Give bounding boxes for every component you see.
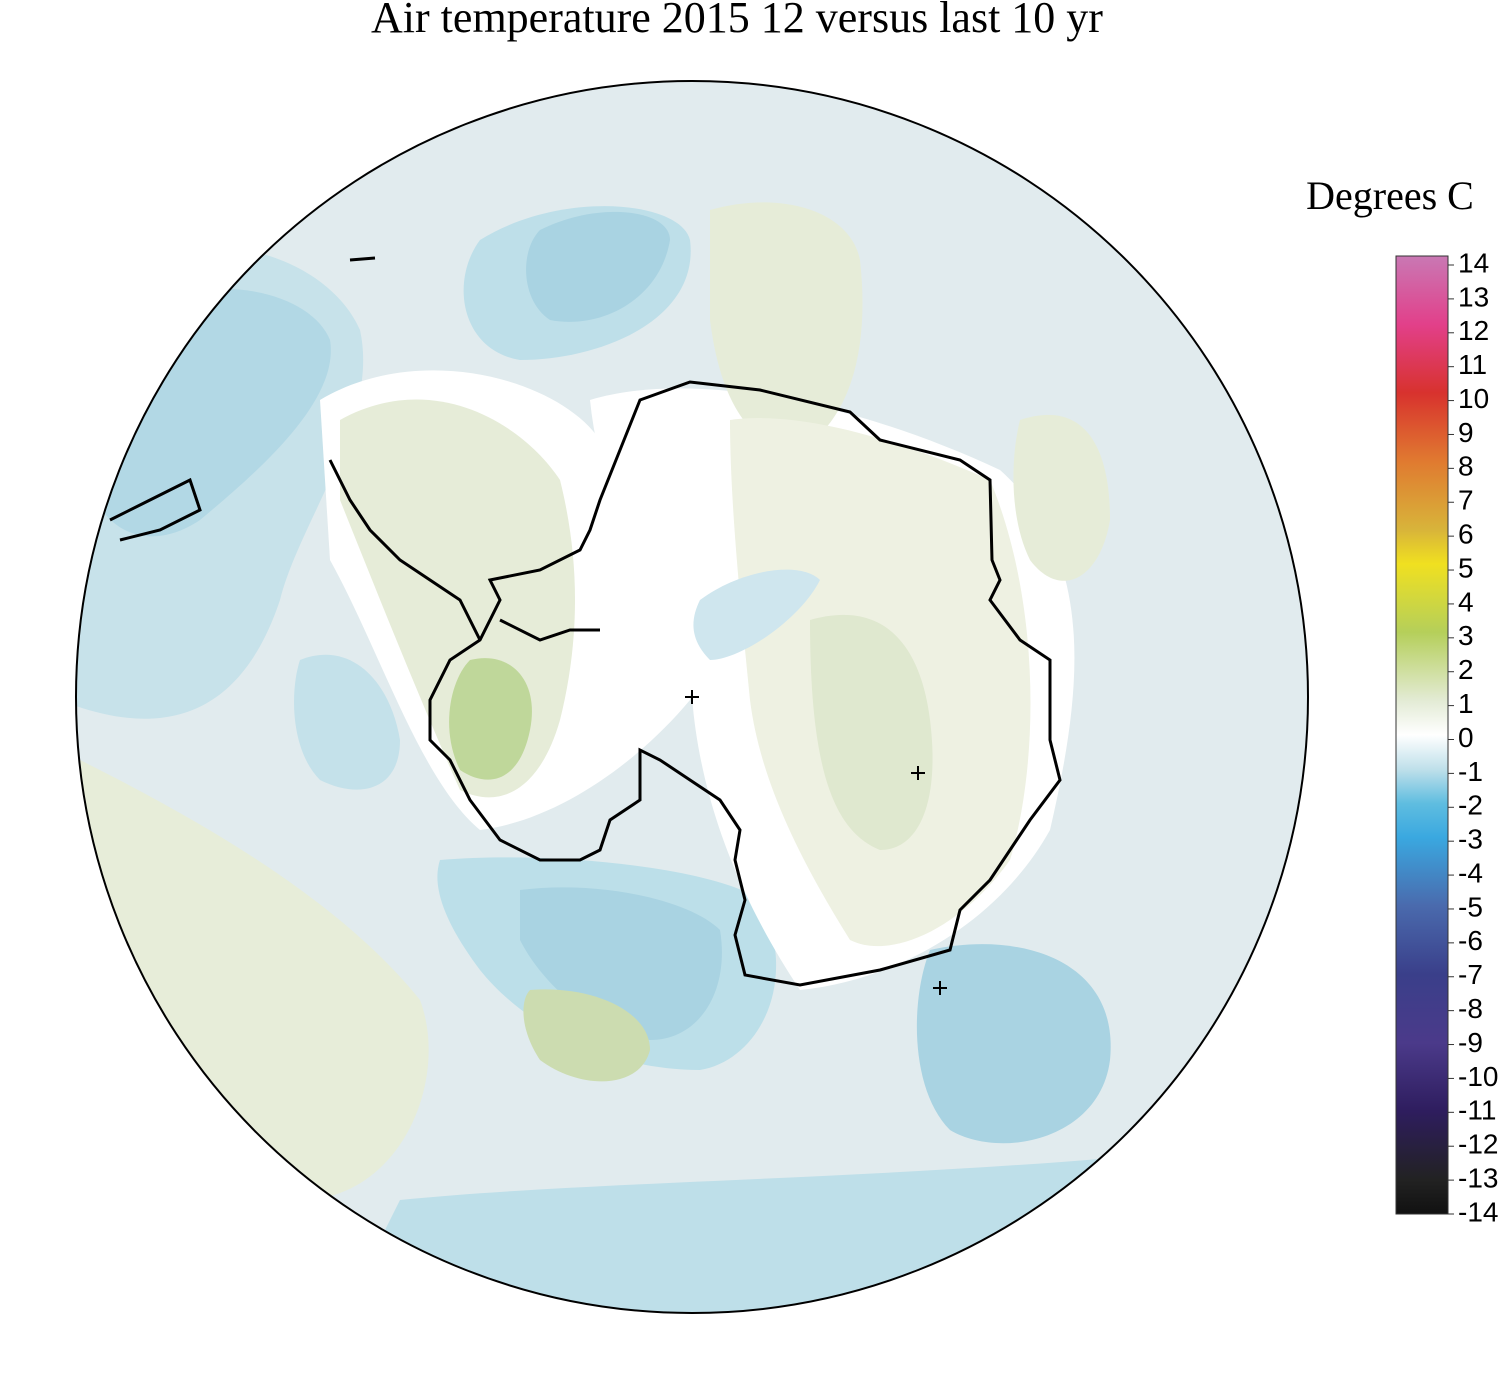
colorbar-tick-label: 11	[1458, 349, 1487, 380]
colorbar-tick-label: -10	[1458, 1061, 1498, 1092]
markers	[685, 690, 947, 995]
colorbar-tick-label: -4	[1458, 857, 1483, 888]
colorbar-tick-label: 7	[1458, 485, 1474, 516]
colorbar-tick-label: 6	[1458, 519, 1474, 550]
colorbar-tick-label: 4	[1458, 586, 1474, 617]
colorbar-tick-label: 12	[1458, 315, 1489, 346]
colorbar-tick-label: -7	[1458, 959, 1483, 990]
colorbar-tick-label: -1	[1458, 756, 1483, 787]
colorbar-tick-label: -6	[1458, 925, 1483, 956]
colorbar-tick-label: -12	[1458, 1129, 1498, 1160]
colorbar-tick-label: 8	[1458, 451, 1474, 482]
colorbar: 14131211109876543210-1-2-3-4-5-6-7-8-9-1…	[1395, 247, 1498, 1227]
legend-title: Degrees C	[1306, 173, 1474, 218]
colorbar-bar	[1395, 255, 1449, 1215]
colorbar-tick-label: 2	[1458, 654, 1474, 685]
coastline	[109, 256, 1062, 987]
colorbar-tick-label: -2	[1458, 790, 1483, 821]
colorbar-tick-label: -11	[1458, 1095, 1496, 1126]
colorbar-tick-label: 1	[1458, 688, 1474, 719]
colorbar-tick-label: 10	[1458, 383, 1489, 414]
colorbar-tick-label: 14	[1458, 247, 1489, 278]
anomaly-field	[76, 81, 1308, 1313]
colorbar-tick-label: -9	[1458, 1027, 1483, 1058]
colorbar-tick-label: 13	[1458, 281, 1489, 312]
map-boundary	[75, 80, 1309, 1314]
colorbar-tick-label: -14	[1458, 1196, 1498, 1227]
colorbar-tick-label: 9	[1458, 417, 1474, 448]
colorbar-tick-label: -8	[1458, 993, 1483, 1024]
colorbar-tick-label: -5	[1458, 891, 1483, 922]
colorbar-tick-label: -3	[1458, 824, 1483, 855]
colorbar-tick-label: 0	[1458, 722, 1474, 753]
title: Air temperature 2015 12 versus last 10 y…	[371, 0, 1103, 42]
colorbar-tick-label: -13	[1458, 1162, 1498, 1193]
colorbar-tick-label: 5	[1458, 552, 1474, 583]
colorbar-tick-label: 3	[1458, 620, 1474, 651]
